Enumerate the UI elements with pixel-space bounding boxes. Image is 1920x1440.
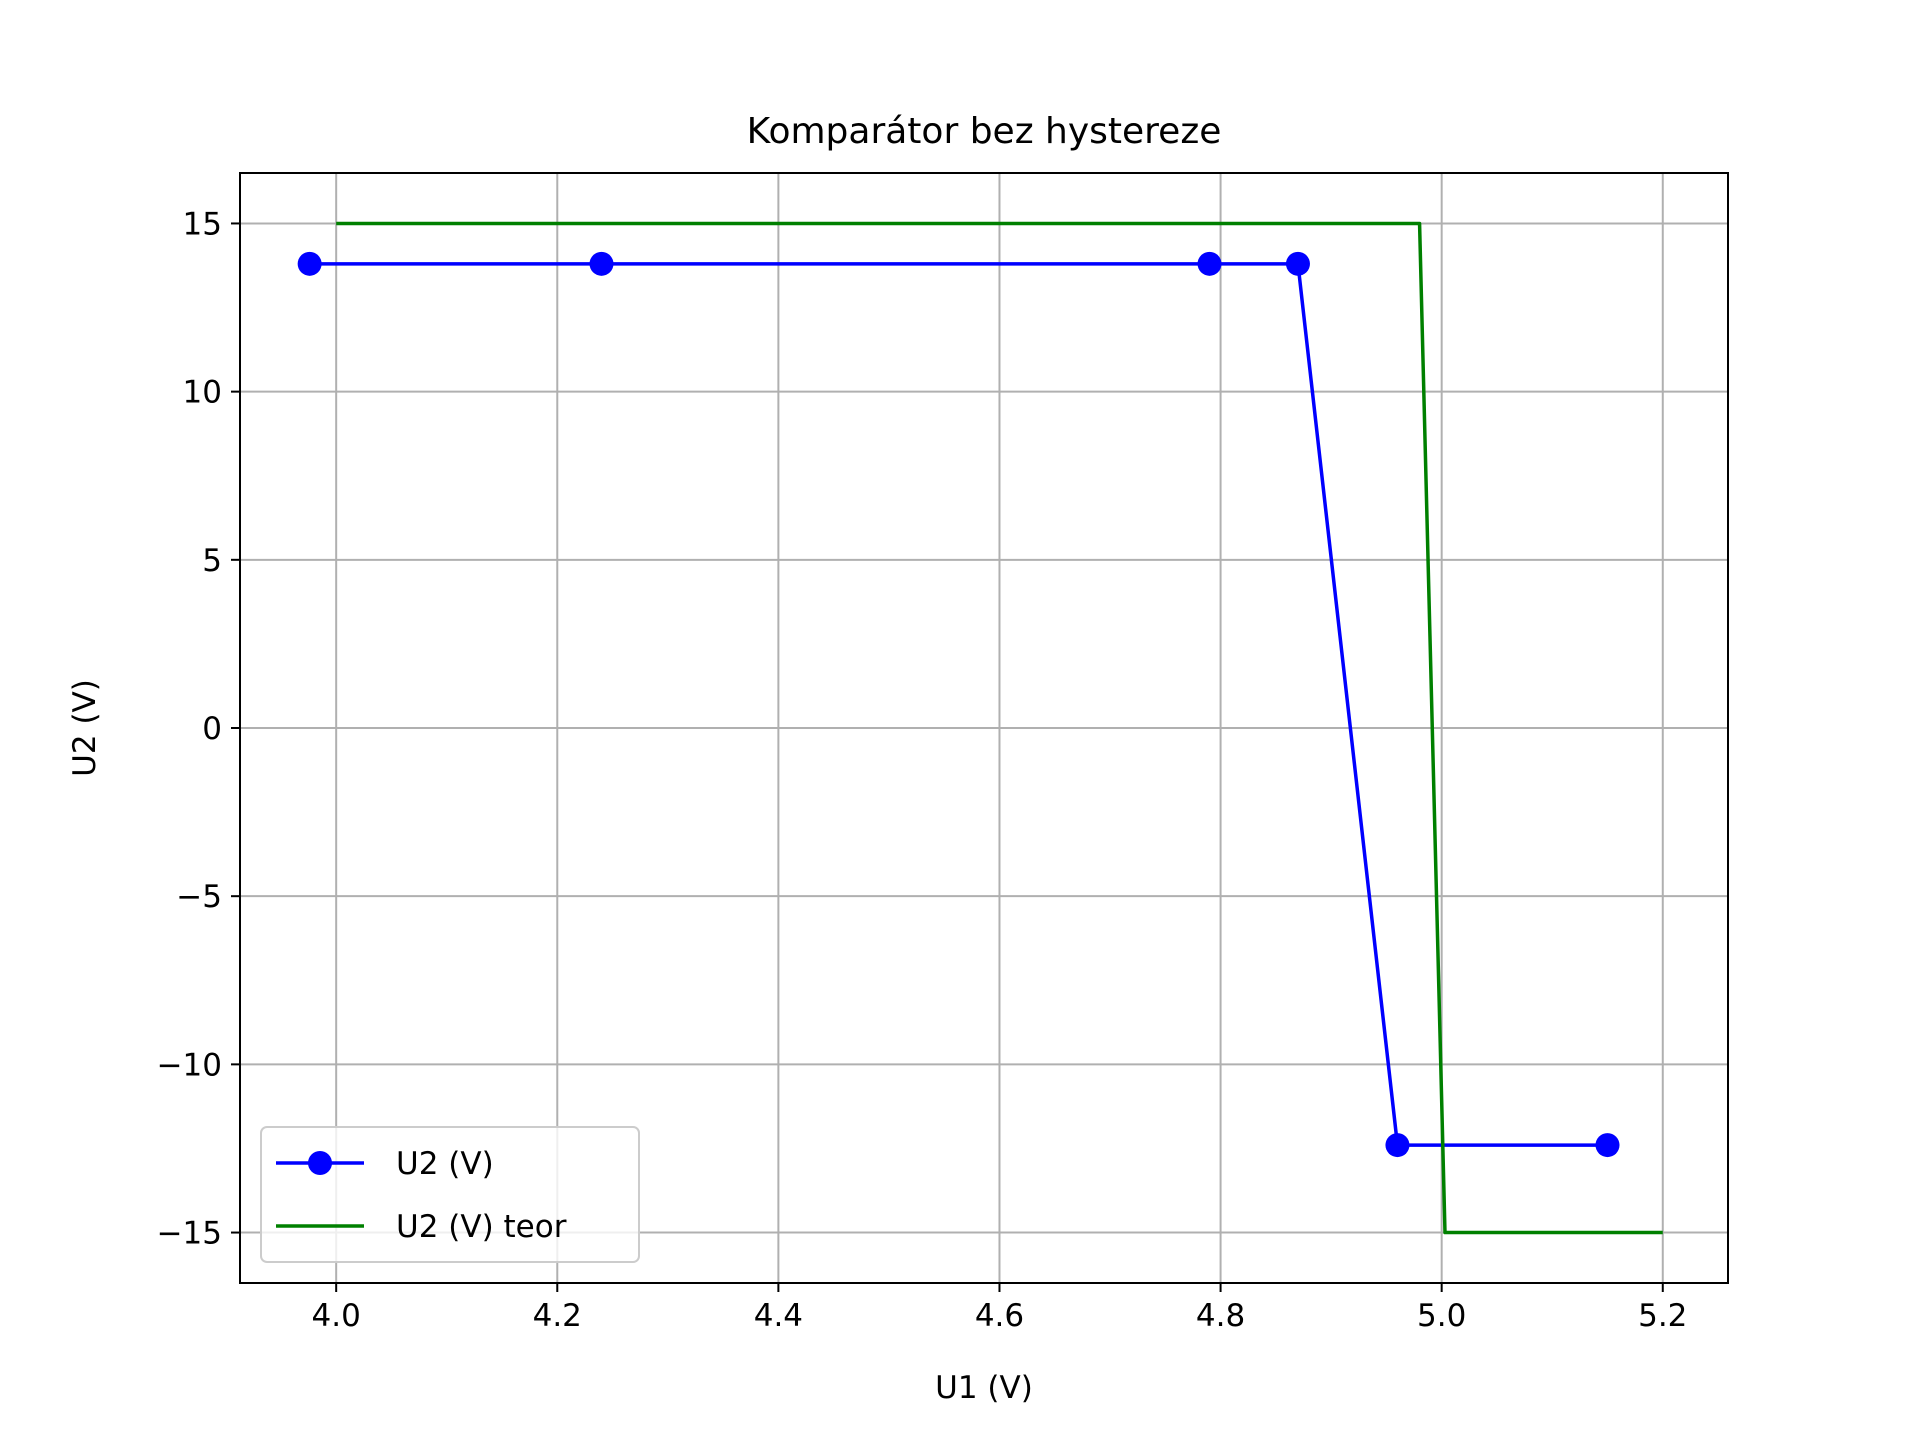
y-tick-label: 0 [202,711,222,747]
legend-label-series-2: U2 (V) teor [396,1209,567,1245]
series-2-line [336,221,1663,1235]
y-tick-label: 15 [183,206,222,242]
x-axis: 4.0 4.2 4.4 4.6 4.8 5.0 5.2 [312,1283,1687,1334]
series-1-point [1285,251,1310,276]
chart-title: Komparátor bez hystereze [747,111,1222,152]
x-tick-label: 4.8 [1196,1298,1245,1334]
x-tick-label: 4.2 [533,1298,582,1334]
y-axis: 15 10 5 0 −5 −10 −15 [157,206,240,1252]
series-1-point [1197,251,1222,276]
series-1-point [589,251,614,276]
series-1-point [1595,1133,1620,1158]
x-tick-label: 4.4 [754,1298,803,1334]
legend: U2 (V) U2 (V) teor [260,1126,640,1263]
y-tick-label: 5 [202,543,222,579]
y-tick-label: −15 [157,1216,222,1252]
y-tick-label: −5 [176,879,222,915]
legend-box [260,1126,640,1263]
series-layer [297,221,1663,1235]
y-tick-label: −10 [157,1047,222,1083]
x-tick-label: 4.0 [312,1298,361,1334]
x-tick-label: 4.6 [975,1298,1024,1334]
y-tick-label: 10 [183,375,222,411]
legend-marker-series-1 [308,1151,332,1175]
x-tick-label: 5.2 [1638,1298,1687,1334]
y-axis-label: U2 (V) [67,679,103,777]
series-1-point [297,251,322,276]
x-tick-label: 5.0 [1417,1298,1466,1334]
series-1-point [1385,1133,1410,1158]
x-axis-label: U1 (V) [935,1370,1033,1406]
legend-label-series-1: U2 (V) [396,1146,494,1182]
series-1-line [309,262,1608,1147]
